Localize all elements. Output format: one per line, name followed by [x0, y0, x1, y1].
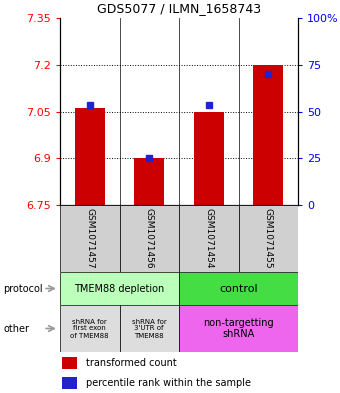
Text: non-targetting
shRNA: non-targetting shRNA — [203, 318, 274, 339]
Text: control: control — [219, 283, 258, 294]
Bar — [62, 357, 76, 369]
Title: GDS5077 / ILMN_1658743: GDS5077 / ILMN_1658743 — [97, 2, 261, 15]
Text: protocol: protocol — [3, 283, 43, 294]
Bar — [60, 305, 119, 352]
Bar — [60, 272, 179, 305]
Bar — [119, 205, 179, 272]
Bar — [253, 65, 283, 205]
Bar — [62, 376, 76, 389]
Bar — [179, 272, 298, 305]
Bar — [194, 112, 224, 205]
Text: GSM1071456: GSM1071456 — [145, 208, 154, 269]
Bar — [134, 158, 164, 205]
Bar — [179, 305, 298, 352]
Bar — [119, 305, 179, 352]
Text: shRNA for
3'UTR of
TMEM88: shRNA for 3'UTR of TMEM88 — [132, 318, 167, 338]
Text: transformed count: transformed count — [86, 358, 177, 368]
Text: percentile rank within the sample: percentile rank within the sample — [86, 378, 251, 388]
Bar — [238, 205, 298, 272]
Text: TMEM88 depletion: TMEM88 depletion — [74, 283, 165, 294]
Text: GSM1071455: GSM1071455 — [264, 208, 273, 269]
Text: shRNA for
first exon
of TMEM88: shRNA for first exon of TMEM88 — [70, 318, 109, 338]
Text: GSM1071454: GSM1071454 — [204, 208, 213, 269]
Bar — [60, 205, 119, 272]
Bar — [75, 108, 105, 205]
Bar — [179, 205, 238, 272]
Text: GSM1071457: GSM1071457 — [85, 208, 94, 269]
Text: other: other — [3, 323, 29, 334]
